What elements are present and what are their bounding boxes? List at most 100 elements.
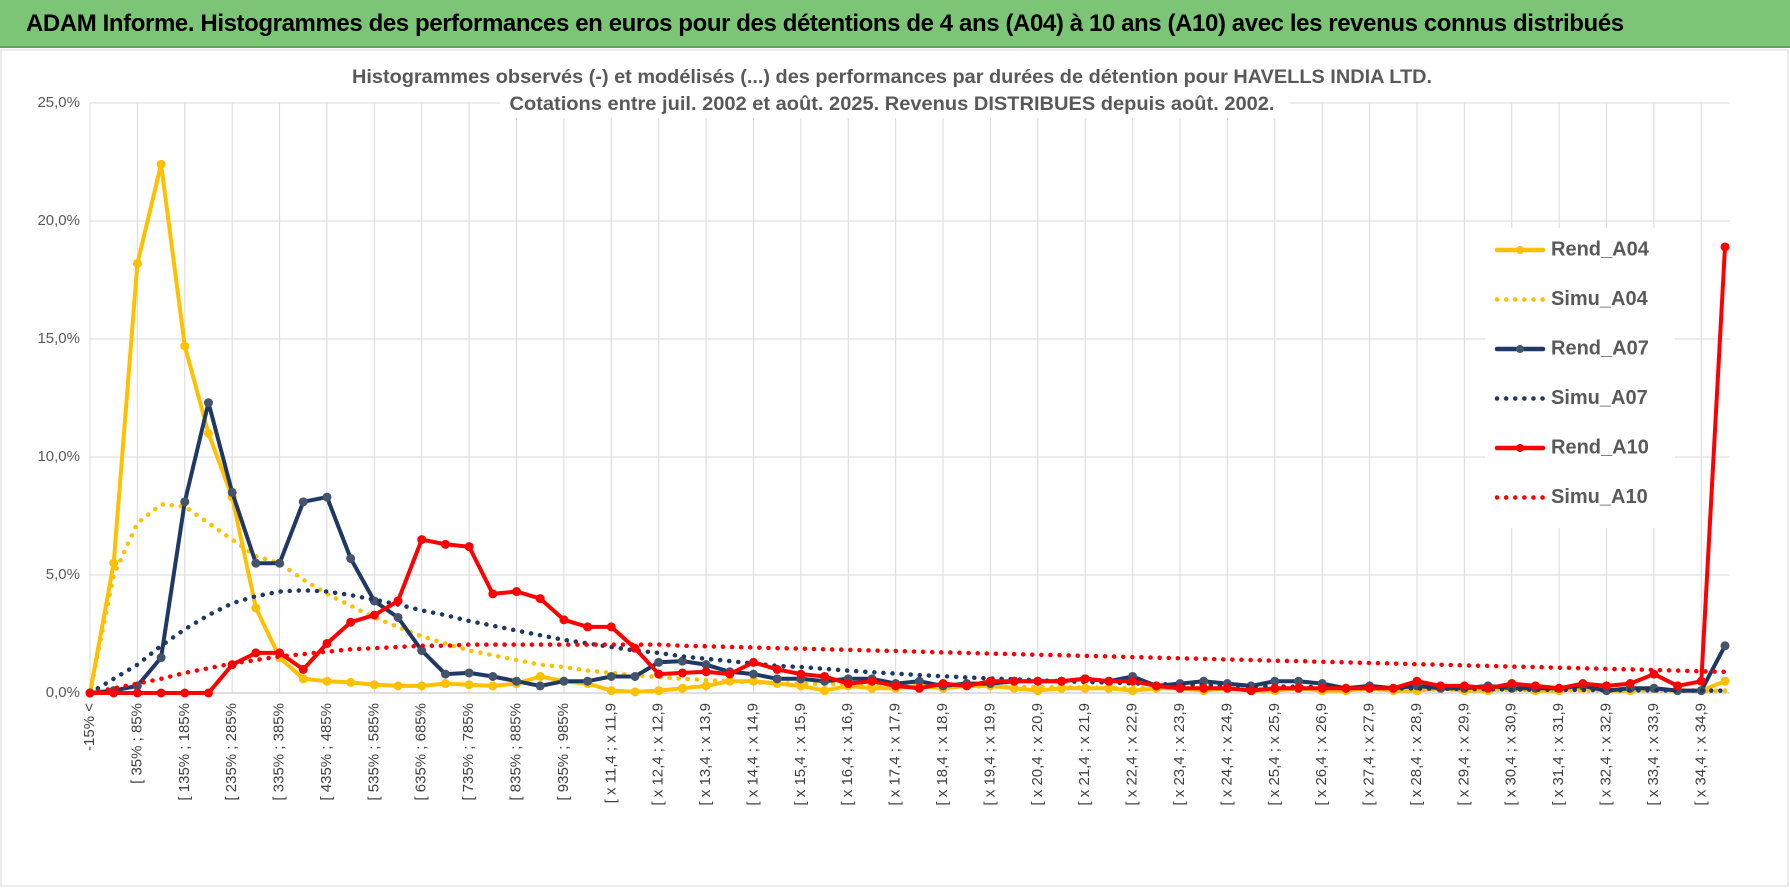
x-tick-label: [ x 30,4 ; x 30,9 xyxy=(1503,703,1520,806)
data-point xyxy=(1412,676,1422,686)
data-point xyxy=(891,681,901,691)
y-tick-label: 5,0% xyxy=(46,566,80,583)
data-point xyxy=(109,558,119,568)
data-point xyxy=(203,428,213,438)
data-point xyxy=(156,653,166,663)
x-tick-label: [ x 12,4 ; x 12,9 xyxy=(650,703,667,806)
data-point xyxy=(298,664,308,674)
data-point xyxy=(1459,681,1469,691)
x-tick-label: [ x 33,4 ; x 33,9 xyxy=(1645,703,1662,806)
x-tick-label: [ x 16,4 ; x 16,9 xyxy=(839,703,856,806)
data-point xyxy=(654,669,664,679)
data-point xyxy=(748,669,758,679)
data-point xyxy=(322,492,332,502)
y-tick-label: 20,0% xyxy=(37,212,80,229)
data-point xyxy=(796,669,806,679)
data-point xyxy=(1033,676,1043,686)
y-tick-label: 10,0% xyxy=(37,448,80,465)
data-point xyxy=(1033,686,1043,696)
data-point xyxy=(132,258,142,268)
x-tick-label: [ x 14,4 ; x 14,9 xyxy=(744,703,761,806)
data-point xyxy=(820,671,830,681)
data-point xyxy=(630,671,640,681)
data-line xyxy=(88,245,1727,695)
data-point xyxy=(488,681,498,691)
data-point xyxy=(1554,683,1564,693)
x-tick-label: [ 435% ; 485% xyxy=(318,703,335,801)
data-point xyxy=(322,676,332,686)
legend-label: Simu_A04 xyxy=(1551,288,1649,310)
x-tick-label: [ x 26,4 ; x 26,9 xyxy=(1313,703,1330,806)
data-point xyxy=(417,535,427,545)
x-tick-label: [ x 34,4 ; x 34,9 xyxy=(1692,703,1709,806)
data-point xyxy=(109,688,119,698)
chart: 0,0% 5,0% 10,0% 15,0% 20,0% 25,0% -15% < [ 35% … xyxy=(0,49,1789,887)
x-tick-label: [ x 22,4 ; x 22,9 xyxy=(1124,703,1141,806)
legend-label: Rend_A10 xyxy=(1551,436,1649,458)
header-bar: ADAM Informe. Histogrammes des performan… xyxy=(0,0,1790,48)
x-tick-label: -15% < xyxy=(81,703,98,751)
data-point xyxy=(654,657,664,667)
x-tick-label: [ 35% ; 85% xyxy=(128,703,145,784)
data-point xyxy=(654,686,664,696)
legend-marker xyxy=(1516,246,1524,254)
data-point xyxy=(535,681,545,691)
data-point xyxy=(132,688,142,698)
data-point xyxy=(417,681,427,691)
legend-label: Simu_A10 xyxy=(1551,486,1648,508)
data-point xyxy=(346,617,356,627)
header-title: ADAM Informe. Histogrammes des performan… xyxy=(26,10,1624,37)
data-point xyxy=(772,674,782,684)
data-point xyxy=(914,683,924,693)
x-tick-label: [ x 28,4 ; x 28,9 xyxy=(1408,703,1425,806)
data-point xyxy=(464,668,474,678)
legend-label: Simu_A07 xyxy=(1551,387,1648,409)
data-point xyxy=(606,671,616,681)
x-tick-label: [ x 24,4 ; x 24,9 xyxy=(1218,703,1235,806)
data-point xyxy=(606,686,616,696)
data-point xyxy=(1720,676,1730,686)
x-tick-label: [ x 19,4 ; x 19,9 xyxy=(981,703,998,806)
data-point xyxy=(559,676,569,686)
data-point xyxy=(298,497,308,507)
legend-marker xyxy=(1516,345,1524,353)
chart-subtitle: Cotations entre juil. 2002 et août. 2025… xyxy=(510,94,1275,115)
y-tick-label: 15,0% xyxy=(37,330,80,347)
data-point xyxy=(1151,681,1161,691)
data-point xyxy=(985,676,995,686)
data-point xyxy=(748,657,758,667)
data-point xyxy=(275,558,285,568)
data-point xyxy=(1436,681,1446,691)
data-point xyxy=(725,669,735,679)
data-point xyxy=(1199,683,1209,693)
data-point xyxy=(346,677,356,687)
data-point xyxy=(1057,676,1067,686)
data-point xyxy=(298,674,308,684)
legend-label: Rend_A07 xyxy=(1551,337,1649,359)
data-point xyxy=(1720,242,1730,252)
data-point xyxy=(156,159,166,169)
x-tick-label: [ x 31,4 ; x 31,9 xyxy=(1550,703,1567,806)
subtitle-backing xyxy=(500,92,1290,118)
data-point xyxy=(180,688,190,698)
data-point xyxy=(251,603,261,613)
data-point xyxy=(1720,641,1730,651)
x-tick-label: [ x 17,4 ; x 17,9 xyxy=(887,703,904,806)
x-tick-label: [ x 11,4 ; x 11,9 xyxy=(602,703,619,803)
data-point xyxy=(369,610,379,620)
x-tick-label: [ x 29,4 ; x 29,9 xyxy=(1455,703,1472,806)
data-point xyxy=(251,648,261,658)
y-tick-label: 25,0% xyxy=(37,94,80,111)
data-point xyxy=(393,681,403,691)
data-point xyxy=(1104,676,1114,686)
data-point xyxy=(156,688,166,698)
data-point xyxy=(464,542,474,552)
data-point xyxy=(867,676,877,686)
x-tick-label: [ 135% ; 185% xyxy=(176,703,193,801)
data-point xyxy=(180,341,190,351)
data-point xyxy=(1080,674,1090,684)
data-point xyxy=(393,612,403,622)
data-point xyxy=(1317,683,1327,693)
legend-marker xyxy=(1516,444,1524,452)
data-point xyxy=(180,497,190,507)
